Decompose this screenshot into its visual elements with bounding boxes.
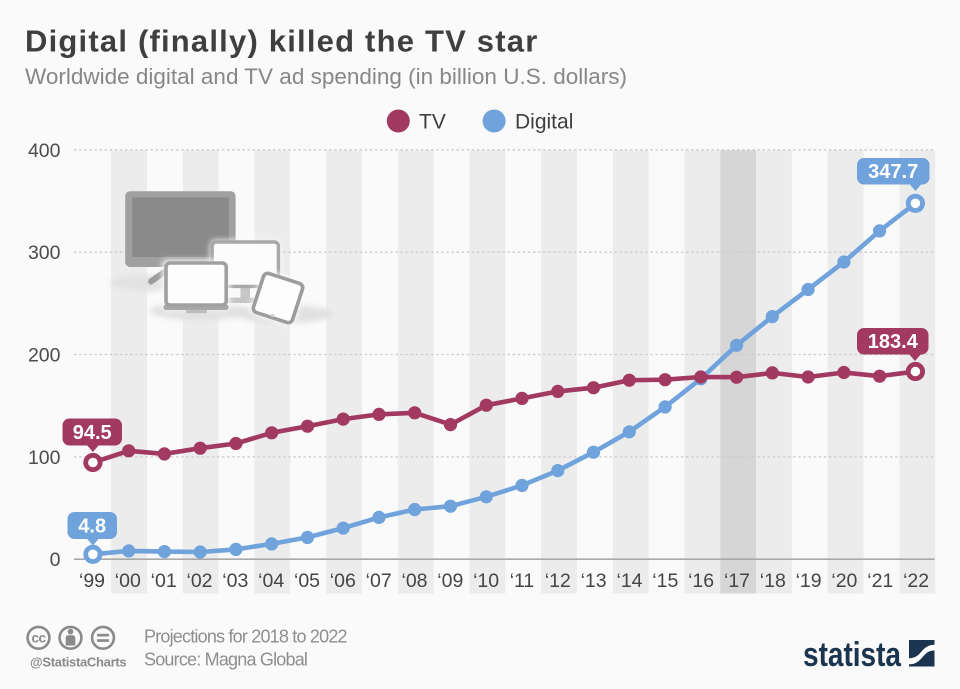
svg-text:300: 300	[28, 242, 61, 264]
svg-text:‘16: ‘16	[688, 570, 714, 592]
svg-text:‘01: ‘01	[151, 570, 177, 592]
svg-text:‘06: ‘06	[330, 570, 356, 592]
svg-text:0: 0	[50, 549, 61, 571]
svg-text:‘10: ‘10	[473, 570, 499, 592]
svg-text:‘09: ‘09	[437, 570, 463, 592]
svg-text:Digital (finally) killed the T: Digital (finally) killed the TV star	[25, 24, 538, 59]
svg-text:94.5: 94.5	[73, 422, 112, 444]
svg-text:‘20: ‘20	[831, 570, 857, 592]
svg-text:‘15: ‘15	[652, 570, 678, 592]
svg-text:‘21: ‘21	[867, 570, 893, 592]
svg-text:‘02: ‘02	[186, 570, 212, 592]
svg-text:Worldwide digital and TV ad sp: Worldwide digital and TV ad spending (in…	[25, 64, 627, 89]
svg-text:‘03: ‘03	[222, 570, 248, 592]
svg-text:TV: TV	[419, 111, 446, 134]
svg-text:‘08: ‘08	[401, 570, 427, 592]
svg-text:‘05: ‘05	[294, 570, 320, 592]
svg-text:‘99: ‘99	[79, 570, 105, 592]
svg-text:‘13: ‘13	[581, 570, 607, 592]
svg-text:‘22: ‘22	[903, 570, 929, 592]
svg-text:‘11: ‘11	[510, 570, 535, 592]
svg-text:400: 400	[28, 140, 61, 162]
svg-text:‘00: ‘00	[115, 570, 141, 592]
svg-text:347.7: 347.7	[868, 161, 918, 183]
svg-text:200: 200	[28, 345, 61, 367]
svg-text:183.4: 183.4	[868, 331, 919, 353]
svg-text:100: 100	[28, 447, 61, 469]
svg-text:cc: cc	[31, 631, 46, 646]
svg-text:statista: statista	[803, 636, 902, 674]
svg-text:‘07: ‘07	[366, 570, 392, 592]
svg-text:‘12: ‘12	[545, 570, 571, 592]
svg-text:‘18: ‘18	[760, 570, 786, 592]
svg-text:@StatistaCharts: @StatistaCharts	[30, 655, 126, 670]
svg-text:‘19: ‘19	[796, 570, 822, 592]
svg-text:‘14: ‘14	[616, 570, 642, 592]
svg-text:Digital: Digital	[515, 111, 573, 134]
svg-text:Source: Magna Global: Source: Magna Global	[144, 650, 307, 670]
svg-text:Projections for 2018 to 2022: Projections for 2018 to 2022	[144, 627, 348, 647]
svg-text:‘17: ‘17	[724, 570, 750, 592]
svg-text:4.8: 4.8	[78, 516, 106, 538]
svg-text:‘04: ‘04	[258, 570, 284, 592]
